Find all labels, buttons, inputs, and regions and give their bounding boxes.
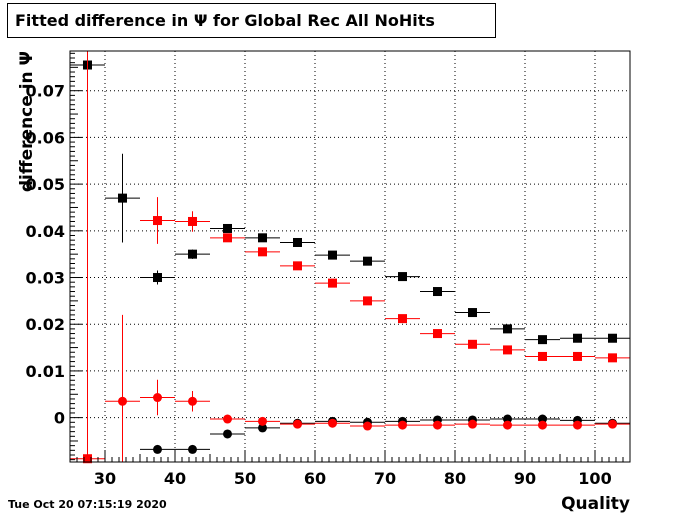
data-point-square xyxy=(153,273,162,283)
data-point-square xyxy=(538,335,547,345)
data-point-square xyxy=(468,308,477,318)
x-tick-label: 40 xyxy=(164,469,186,488)
data-point-square xyxy=(328,278,337,288)
y-tick-label: 0.07 xyxy=(26,82,65,101)
data-point-square xyxy=(188,249,197,259)
data-point-square xyxy=(573,351,582,361)
data-point-circle xyxy=(188,444,197,454)
x-axis-label: Quality xyxy=(561,494,630,514)
data-point-square xyxy=(573,333,582,343)
data-point-square xyxy=(363,296,372,306)
data-point-square xyxy=(258,247,267,257)
y-tick-label: 0.04 xyxy=(26,222,65,241)
x-tick-label: 50 xyxy=(234,469,256,488)
y-tick-label: 0.03 xyxy=(26,269,65,288)
data-point-square xyxy=(398,314,407,324)
data-point-circle xyxy=(258,423,267,433)
data-point-square xyxy=(363,256,372,266)
data-point-square xyxy=(223,233,232,243)
axes: 30 40 50 60 70 80 90 100 0 0.01 0.02 0.03 0.04 0.05 0.… xyxy=(26,52,631,488)
y-tick-label: 0.01 xyxy=(26,362,65,381)
x-tick-label: 70 xyxy=(374,469,396,488)
data-point-circle xyxy=(433,420,442,430)
data-point-square xyxy=(328,250,337,260)
data-point-circle xyxy=(363,421,372,431)
data-point-circle xyxy=(573,420,582,430)
data-point-square xyxy=(293,261,302,271)
data-point-square xyxy=(398,272,407,282)
data-point-square xyxy=(503,345,512,355)
x-tick-label: 90 xyxy=(514,469,536,488)
chart-title-text: Fitted difference in Ψ for Global Rec Al… xyxy=(15,11,435,30)
data-point-circle xyxy=(153,444,162,454)
y-tick-label: 0.06 xyxy=(26,128,65,147)
data-point-square xyxy=(188,216,197,226)
y-tick-label: 0.02 xyxy=(26,315,65,334)
data-point-circle xyxy=(153,393,162,403)
data-point-square xyxy=(223,223,232,233)
data-point-circle xyxy=(608,419,617,429)
data-point-circle xyxy=(538,420,547,430)
data-point-square xyxy=(153,216,162,226)
data-point-square xyxy=(608,353,617,363)
data-point-circle xyxy=(503,420,512,430)
grid-lines xyxy=(70,51,630,462)
x-tick-label: 80 xyxy=(444,469,466,488)
data-point-circle xyxy=(223,414,232,424)
data-point-square xyxy=(433,329,442,339)
y-tick-label: 0 xyxy=(54,409,65,428)
data-point-circle xyxy=(328,418,337,428)
timestamp: Tue Oct 20 07:15:19 2020 xyxy=(8,498,167,511)
data-point-circle xyxy=(468,419,477,429)
data-point-square xyxy=(258,233,267,243)
data-point-circle xyxy=(293,419,302,429)
data-point-square xyxy=(83,454,92,464)
data-point-circle xyxy=(258,416,267,426)
data-point-square xyxy=(538,351,547,361)
y-tick-label: 0.05 xyxy=(26,175,65,194)
data-series xyxy=(70,51,630,464)
data-point-circle xyxy=(223,429,232,439)
data-point-square xyxy=(468,339,477,349)
x-tick-label: 60 xyxy=(304,469,326,488)
data-point-circle xyxy=(398,420,407,430)
data-point-square xyxy=(503,324,512,334)
data-point-circle xyxy=(118,396,127,406)
data-point-square xyxy=(608,333,617,343)
data-point-square xyxy=(118,193,127,203)
x-tick-label: 100 xyxy=(578,469,611,488)
chart-title: Fitted difference in Ψ for Global Rec Al… xyxy=(7,3,496,38)
x-tick-label: 30 xyxy=(94,469,116,488)
y-axis-label: difference in Ψ xyxy=(17,51,37,192)
data-point-square xyxy=(433,287,442,297)
data-point-square xyxy=(293,237,302,247)
data-point-circle xyxy=(188,396,197,406)
